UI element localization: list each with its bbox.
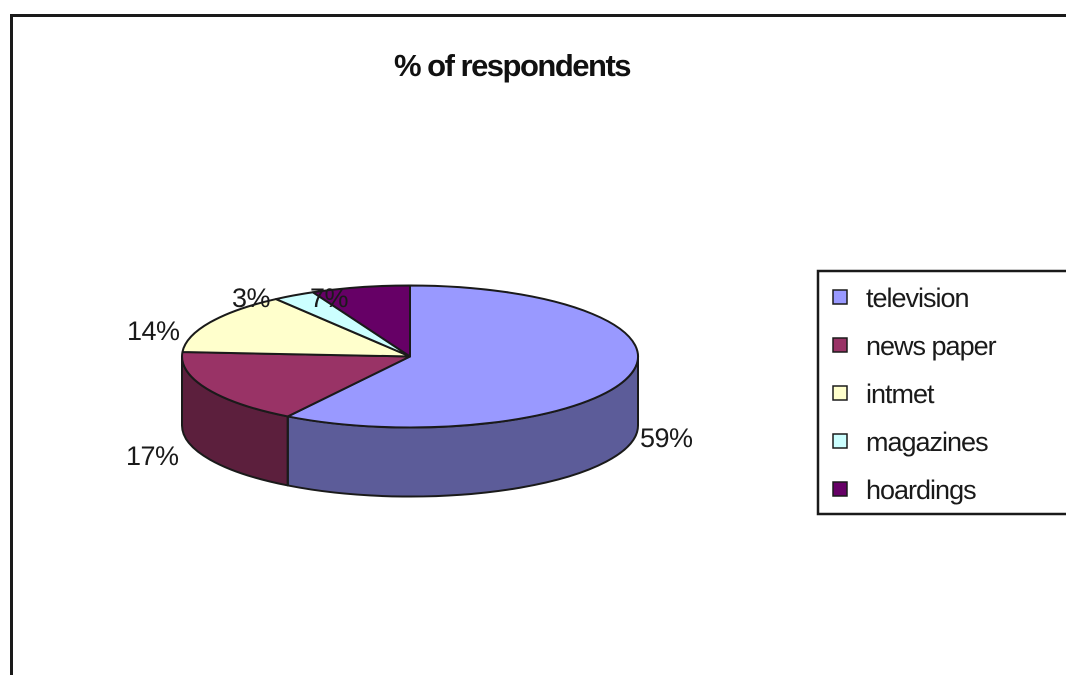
slice-label-intmet: 14%	[127, 316, 180, 346]
legend-box	[816, 269, 1066, 516]
legend-label-hoardings: hoardings	[866, 475, 976, 505]
pie-slice-hoardings	[311, 284, 411, 358]
legend-label-television: television	[866, 283, 969, 313]
pie-slice-news-paper	[181, 351, 411, 418]
legend-swatch-television	[832, 289, 848, 305]
legend-swatch-hoardings	[832, 481, 848, 497]
slice-label-hoardings: 7%	[310, 283, 349, 313]
pie-slice-television	[286, 284, 639, 429]
legend-swatch-intmet	[832, 385, 848, 401]
legend-swatch-news-paper	[832, 337, 848, 353]
slice-label-television: 59%	[640, 423, 693, 453]
legend-label-magazines: magazines	[866, 427, 988, 457]
legend-swatch-magazines	[832, 433, 848, 449]
legend-label-intmet: intmet	[866, 379, 935, 409]
legend: television news paper intmet magazines hoard…	[816, 269, 1066, 516]
chart-title: % of respondents	[394, 48, 630, 83]
slice-label-news-paper: 17%	[126, 441, 179, 471]
legend-label-news-paper: news paper	[866, 331, 997, 361]
slice-label-magazines: 3%	[232, 283, 271, 313]
pie-slice-intmet	[181, 298, 411, 358]
slice-labels: 59% 17% 14% 3% 7%	[126, 283, 694, 471]
pie-group	[181, 284, 639, 498]
